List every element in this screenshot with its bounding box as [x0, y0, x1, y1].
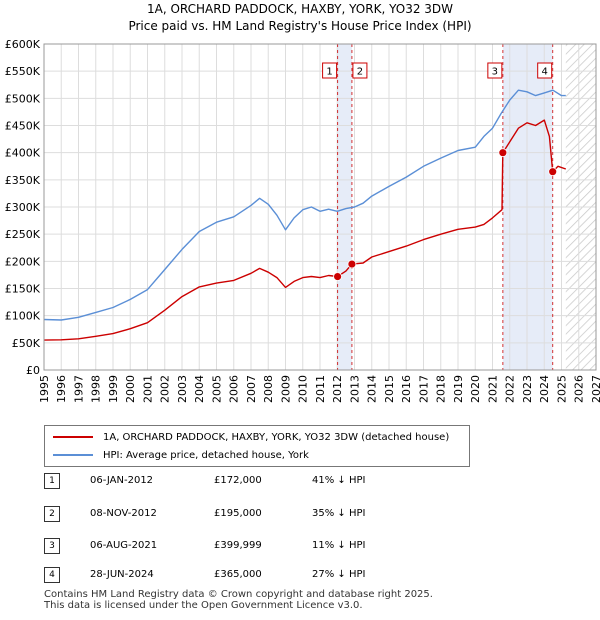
y-tick-label: £0 — [26, 364, 40, 377]
x-tick-label: 2021 — [486, 375, 499, 403]
transaction-hpi-diff: 41% ↓ HPI — [312, 475, 366, 486]
y-tick-label: £550K — [5, 65, 41, 78]
sale-label-box — [352, 62, 368, 79]
x-tick-label: 1999 — [107, 375, 120, 403]
sale-point — [347, 259, 357, 269]
legend-label-hpi: HPI: Average price, detached house, York — [103, 449, 309, 461]
sale-point — [548, 167, 558, 177]
sale-label: 3 — [487, 62, 503, 79]
x-tick-label: 2023 — [521, 375, 534, 403]
x-tick-label: 2005 — [210, 375, 223, 403]
x-tick-label: 2027 — [590, 375, 600, 403]
legend: 1A, ORCHARD PADDOCK, HAXBY, YORK, YO32 3… — [44, 425, 470, 467]
transaction-hpi-diff: 11% ↓ HPI — [312, 540, 366, 551]
sale-point — [333, 272, 342, 281]
x-tick-label: 2019 — [452, 375, 465, 403]
x-tick-label: 2000 — [124, 375, 137, 403]
x-tick-label: 2017 — [417, 375, 430, 403]
x-tick-label: 2008 — [262, 375, 275, 403]
transaction-price: £172,000 — [214, 475, 262, 486]
transaction-price: £365,000 — [214, 569, 262, 580]
sale-label-text: 1 — [326, 67, 332, 78]
legend-item-property: 1A, ORCHARD PADDOCK, HAXBY, YORK, YO32 3… — [53, 429, 449, 445]
transaction-number: 4 — [44, 567, 60, 583]
sale-label-box — [487, 62, 503, 79]
footer-licence: This data is licensed under the Open Gov… — [44, 600, 363, 611]
transaction-date: 06-AUG-2021 — [90, 540, 158, 551]
transaction-number: 1 — [44, 473, 60, 489]
transaction-hpi-diff: 35% ↓ HPI — [312, 508, 366, 519]
chart-subtitle: Price paid vs. HM Land Registry's House … — [128, 19, 472, 33]
x-tick-label: 2011 — [314, 375, 327, 403]
legend-swatch-hpi — [53, 454, 93, 456]
x-tick-label: 1996 — [55, 375, 68, 403]
x-tick-label: 2001 — [141, 375, 154, 403]
y-tick-label: £600K — [5, 38, 41, 51]
sale-label-text: 4 — [542, 67, 548, 78]
table-row: 4 28-JUN-2024 £365,000 27% ↓ HPI — [44, 567, 444, 585]
legend-swatch-property — [53, 436, 93, 438]
hpi-line — [44, 89, 566, 321]
transaction-number: 2 — [44, 506, 60, 522]
x-tick-label: 2013 — [348, 375, 361, 403]
property-price-line — [44, 119, 567, 341]
x-tick-label: 2015 — [383, 375, 396, 403]
x-tick-label: 2018 — [435, 375, 448, 403]
x-tick-label: 2022 — [504, 375, 517, 403]
legend-item-hpi: HPI: Average price, detached house, York — [53, 447, 309, 463]
x-tick-label: 2025 — [555, 375, 568, 403]
x-tick-label: 2004 — [193, 375, 206, 403]
x-tick-label: 2024 — [538, 375, 551, 403]
x-tick-label: 1997 — [72, 375, 85, 403]
x-tick-label: 2020 — [469, 375, 482, 403]
sale-label-text: 2 — [357, 67, 363, 78]
chart-title: 1A, ORCHARD PADDOCK, HAXBY, YORK, YO32 3… — [146, 2, 454, 16]
x-tick-label: 2016 — [400, 375, 413, 403]
y-tick-label: £250K — [5, 228, 41, 241]
table-row: 3 06-AUG-2021 £399,999 11% ↓ HPI — [44, 538, 444, 556]
x-tick-label: 2012 — [331, 375, 344, 403]
sale-label-box — [322, 62, 338, 79]
table-row: 1 06-JAN-2012 £172,000 41% ↓ HPI — [44, 473, 444, 491]
y-tick-label: £300K — [5, 201, 41, 214]
x-tick-label: 2009 — [279, 375, 292, 403]
price-chart: 1 2 3 4 £0 £50K £100K £150K £200K £250K £300K £350K… — [5, 38, 600, 403]
sale-label-text: 3 — [492, 67, 498, 78]
y-tick-label: £350K — [5, 174, 41, 187]
series-group — [44, 89, 567, 341]
y-tick-label: £200K — [5, 255, 41, 268]
transaction-date: 08-NOV-2012 — [90, 508, 157, 519]
x-tick-label: 2026 — [573, 375, 586, 403]
x-tick-label: 2007 — [245, 375, 258, 403]
x-tick-label: 2006 — [228, 375, 241, 403]
y-tick-label: £500K — [5, 92, 41, 105]
transaction-date: 28-JUN-2024 — [90, 569, 154, 580]
x-tick-label: 2003 — [176, 375, 189, 403]
sale-label: 2 — [352, 62, 368, 79]
sale-point — [498, 148, 508, 158]
y-tick-label: £400K — [5, 147, 41, 160]
transaction-date: 06-JAN-2012 — [90, 475, 154, 486]
x-tick-label: 1995 — [38, 375, 51, 403]
transaction-price: £195,000 — [214, 508, 262, 519]
y-tick-label: £150K — [5, 283, 41, 296]
sale-label-box — [537, 62, 553, 79]
x-tick-label: 2010 — [297, 375, 310, 403]
x-tick-label: 2014 — [366, 375, 379, 403]
legend-label-property: 1A, ORCHARD PADDOCK, HAXBY, YORK, YO32 3… — [103, 431, 450, 443]
y-tick-label: £100K — [5, 310, 41, 323]
x-tick-label: 2002 — [159, 375, 172, 403]
table-row: 2 08-NOV-2012 £195,000 35% ↓ HPI — [44, 506, 444, 524]
sale-label: 1 — [322, 62, 338, 79]
sale-label: 4 — [537, 62, 553, 79]
footer-copyright: Contains HM Land Registry data © Crown c… — [44, 589, 433, 600]
transaction-number: 3 — [44, 538, 60, 554]
transaction-price: £399,999 — [214, 540, 262, 551]
plot-border — [43, 43, 597, 371]
y-tick-label: £50K — [12, 337, 41, 350]
transaction-hpi-diff: 27% ↓ HPI — [312, 569, 366, 580]
x-tick-label: 1998 — [90, 375, 103, 403]
y-tick-label: £450K — [5, 120, 41, 133]
